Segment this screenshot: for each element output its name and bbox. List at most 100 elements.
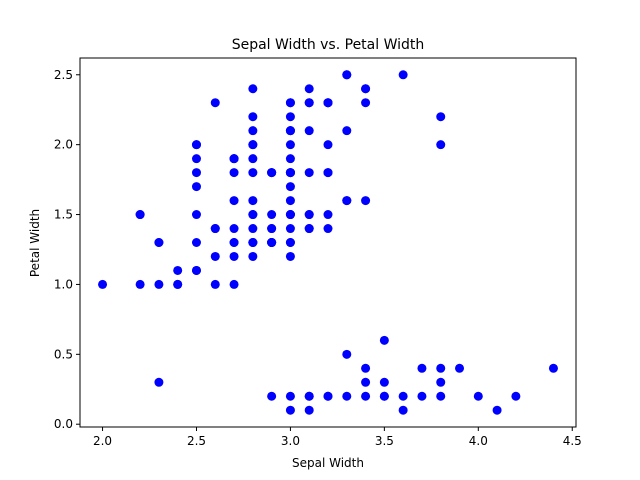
data-point	[210, 224, 220, 234]
data-point	[323, 224, 333, 234]
x-tick-label: 3.0	[281, 434, 300, 448]
y-tick-label: 0.0	[54, 417, 73, 431]
data-point	[361, 377, 371, 387]
data-point	[436, 391, 446, 401]
data-point	[191, 210, 201, 220]
data-point	[191, 168, 201, 178]
data-point	[285, 112, 295, 122]
data-point	[436, 363, 446, 373]
points-layer	[98, 70, 558, 415]
data-point	[304, 84, 314, 94]
data-point	[323, 98, 333, 108]
data-point	[285, 238, 295, 247]
data-point	[492, 405, 502, 415]
data-point	[285, 168, 295, 178]
data-point	[248, 126, 258, 136]
data-point	[285, 224, 295, 234]
data-point	[210, 251, 220, 261]
data-point	[342, 196, 352, 206]
data-point	[229, 238, 239, 247]
data-point	[248, 112, 258, 122]
data-point	[173, 279, 183, 289]
data-point	[398, 405, 408, 415]
data-point	[229, 251, 239, 261]
data-point	[548, 363, 558, 373]
y-axis-label: Petal Width	[28, 209, 42, 277]
data-point	[285, 391, 295, 401]
data-point	[267, 168, 277, 178]
x-tick-label: 4.0	[469, 434, 488, 448]
data-point	[398, 391, 408, 401]
data-point	[191, 140, 201, 150]
data-point	[398, 70, 408, 80]
data-point	[248, 210, 258, 220]
x-tick-label: 3.5	[375, 434, 394, 448]
data-point	[323, 168, 333, 178]
data-point	[304, 126, 314, 136]
y-tick-label: 0.5	[54, 347, 73, 361]
data-point	[361, 84, 371, 94]
data-point	[248, 168, 258, 178]
data-point	[304, 391, 314, 401]
data-point	[342, 70, 352, 80]
data-point	[267, 391, 277, 401]
data-point	[473, 391, 483, 401]
data-point	[323, 140, 333, 150]
data-point	[210, 98, 220, 108]
data-point	[304, 98, 314, 108]
data-point	[267, 238, 277, 247]
data-point	[229, 279, 239, 289]
data-point	[285, 154, 295, 164]
data-point	[248, 251, 258, 261]
data-point	[229, 154, 239, 164]
data-point	[304, 210, 314, 220]
data-point	[285, 126, 295, 136]
y-tick-label: 2.0	[54, 138, 73, 152]
plot-frame	[79, 57, 577, 428]
data-point	[267, 224, 277, 234]
data-point	[285, 405, 295, 415]
data-point	[379, 335, 389, 345]
data-point	[342, 349, 352, 359]
data-point	[248, 224, 258, 234]
data-point	[154, 377, 164, 387]
data-point	[248, 196, 258, 206]
data-point	[285, 210, 295, 220]
x-tick-label: 2.0	[93, 434, 112, 448]
y-tick-label: 2.5	[54, 68, 73, 82]
data-point	[304, 168, 314, 178]
y-tick-label: 1.5	[54, 208, 73, 222]
data-point	[342, 391, 352, 401]
data-point	[417, 391, 427, 401]
data-point	[248, 84, 258, 94]
x-tick-label: 4.5	[563, 434, 582, 448]
data-point	[173, 265, 183, 275]
data-point	[361, 196, 371, 206]
data-point	[436, 112, 446, 122]
data-point	[285, 251, 295, 261]
data-point	[267, 210, 277, 220]
data-point	[191, 265, 201, 275]
data-point	[285, 140, 295, 150]
data-point	[229, 196, 239, 206]
data-point	[323, 210, 333, 220]
data-point	[379, 391, 389, 401]
data-point	[191, 154, 201, 164]
data-point	[154, 238, 164, 247]
data-point	[304, 224, 314, 234]
chart-title: Sepal Width vs. Petal Width	[232, 37, 425, 53]
data-point	[135, 279, 145, 289]
data-point	[342, 126, 352, 136]
data-point	[361, 98, 371, 108]
data-point	[248, 154, 258, 164]
y-tick-label: 1.0	[54, 277, 73, 291]
data-point	[135, 210, 145, 220]
x-tick-label: 2.5	[187, 434, 206, 448]
data-point	[229, 224, 239, 234]
data-point	[304, 405, 314, 415]
data-point	[154, 279, 164, 289]
data-point	[436, 377, 446, 387]
data-point	[248, 238, 258, 247]
data-point	[455, 363, 465, 373]
